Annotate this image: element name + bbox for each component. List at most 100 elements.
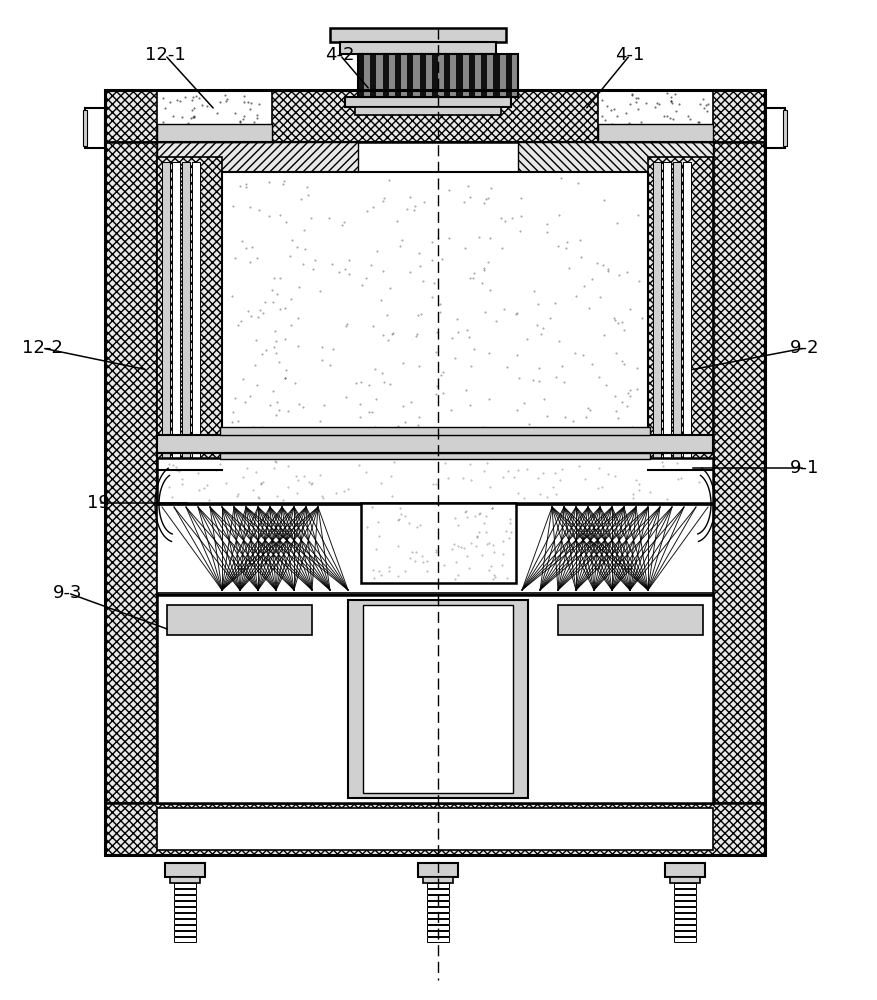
Bar bbox=[174, 937, 196, 942]
Bar bbox=[663, 162, 671, 465]
Bar bbox=[488, 54, 494, 97]
Bar bbox=[157, 808, 713, 850]
Bar bbox=[401, 54, 408, 97]
Bar bbox=[558, 605, 703, 635]
Bar bbox=[172, 162, 180, 465]
Bar bbox=[673, 162, 681, 465]
Bar bbox=[427, 913, 449, 918]
Bar bbox=[105, 90, 765, 855]
Bar bbox=[361, 503, 516, 583]
Bar bbox=[427, 937, 449, 942]
Bar bbox=[427, 931, 449, 936]
Bar bbox=[683, 162, 691, 465]
Bar bbox=[674, 895, 696, 900]
Bar bbox=[358, 54, 365, 97]
Bar bbox=[444, 54, 451, 97]
Bar bbox=[423, 877, 453, 883]
Bar bbox=[174, 931, 196, 936]
Bar bbox=[220, 427, 650, 435]
Bar bbox=[456, 54, 463, 97]
Bar bbox=[425, 54, 432, 97]
Bar bbox=[427, 919, 449, 924]
Bar bbox=[157, 505, 713, 593]
Bar bbox=[674, 907, 696, 912]
Bar bbox=[506, 54, 512, 97]
Bar bbox=[174, 901, 196, 906]
Bar bbox=[450, 54, 457, 97]
Bar bbox=[598, 124, 713, 142]
Bar bbox=[765, 108, 785, 148]
Bar bbox=[330, 28, 506, 42]
Bar bbox=[376, 54, 383, 97]
Bar bbox=[105, 90, 765, 142]
Bar bbox=[83, 110, 87, 146]
Text: 9-2: 9-2 bbox=[790, 339, 820, 357]
Bar bbox=[174, 913, 196, 918]
Bar bbox=[174, 907, 196, 912]
Bar bbox=[427, 883, 449, 888]
Bar bbox=[157, 435, 713, 453]
Bar bbox=[427, 925, 449, 930]
Bar bbox=[364, 54, 371, 97]
Bar bbox=[105, 142, 157, 803]
Bar bbox=[345, 97, 511, 107]
Bar bbox=[157, 124, 272, 142]
Bar bbox=[427, 895, 449, 900]
Bar bbox=[418, 863, 458, 877]
Bar bbox=[182, 162, 190, 465]
Bar bbox=[174, 925, 196, 930]
Bar bbox=[648, 157, 713, 470]
Bar bbox=[174, 895, 196, 900]
Bar bbox=[512, 54, 518, 97]
Bar bbox=[395, 54, 402, 97]
Bar bbox=[427, 907, 449, 912]
Bar bbox=[469, 54, 475, 97]
Bar bbox=[85, 108, 105, 148]
Bar bbox=[407, 54, 414, 97]
Bar bbox=[674, 925, 696, 930]
Bar bbox=[389, 54, 396, 97]
Bar bbox=[157, 157, 222, 470]
Bar bbox=[174, 883, 196, 888]
Bar bbox=[348, 600, 528, 798]
Bar bbox=[157, 90, 272, 142]
Bar bbox=[481, 54, 488, 97]
Bar bbox=[105, 803, 765, 855]
Bar bbox=[340, 42, 496, 54]
Text: 9-3: 9-3 bbox=[53, 584, 82, 602]
Bar bbox=[674, 931, 696, 936]
Bar bbox=[174, 919, 196, 924]
Bar bbox=[475, 54, 481, 97]
Bar bbox=[431, 54, 438, 97]
Bar bbox=[438, 54, 445, 97]
Text: 19: 19 bbox=[87, 494, 110, 512]
Text: 9-1: 9-1 bbox=[790, 459, 820, 477]
Bar bbox=[370, 54, 377, 97]
Polygon shape bbox=[518, 142, 713, 312]
Bar bbox=[427, 901, 449, 906]
Bar bbox=[674, 919, 696, 924]
Bar bbox=[665, 863, 705, 877]
Bar bbox=[157, 458, 713, 503]
Bar bbox=[674, 889, 696, 894]
Bar bbox=[674, 901, 696, 906]
Bar bbox=[363, 605, 513, 793]
Bar bbox=[174, 889, 196, 894]
Text: 12-1: 12-1 bbox=[145, 46, 185, 64]
Bar bbox=[358, 54, 518, 97]
Bar bbox=[382, 54, 389, 97]
Bar bbox=[170, 877, 200, 883]
Text: 12-2: 12-2 bbox=[22, 339, 62, 357]
Bar bbox=[713, 142, 765, 803]
Polygon shape bbox=[157, 142, 358, 312]
Bar bbox=[427, 889, 449, 894]
Bar bbox=[162, 162, 170, 465]
Bar bbox=[413, 54, 420, 97]
Bar bbox=[167, 605, 312, 635]
Bar bbox=[157, 595, 713, 803]
Bar bbox=[783, 110, 787, 146]
Bar bbox=[462, 54, 469, 97]
Bar bbox=[222, 172, 648, 435]
Bar bbox=[355, 107, 501, 115]
Text: 4-2: 4-2 bbox=[325, 46, 355, 64]
